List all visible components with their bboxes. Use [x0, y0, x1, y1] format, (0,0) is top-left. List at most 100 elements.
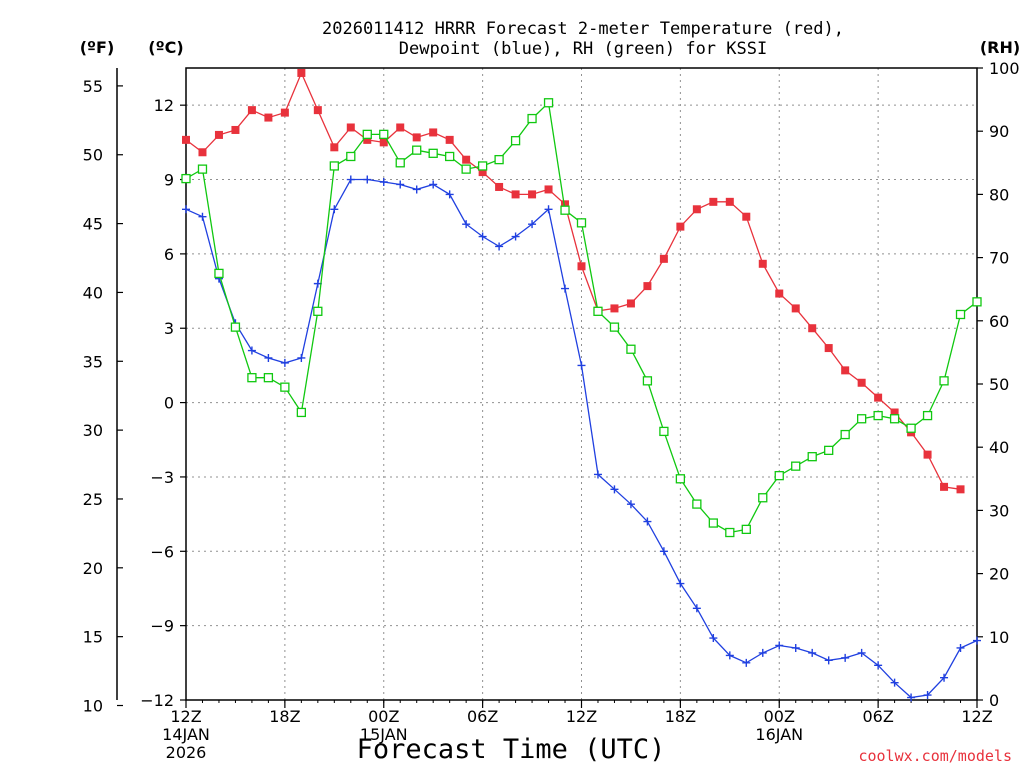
- temperature-point: [824, 344, 833, 353]
- temperature-point: [429, 128, 438, 137]
- rh-point: [379, 129, 389, 140]
- rh-tick-label: 50: [989, 375, 1009, 394]
- dewpoint-point: [841, 653, 850, 662]
- axes: [116, 67, 983, 708]
- dewpoint-point: [478, 232, 487, 241]
- temperature-point: [313, 106, 322, 115]
- rh-point: [725, 527, 735, 538]
- rh-point: [626, 344, 636, 354]
- fahrenheit-tick-label: 40: [83, 283, 103, 302]
- temperature-point: [182, 135, 190, 144]
- celsius-axis-label: (ºC): [148, 38, 183, 57]
- rh-point: [840, 429, 850, 440]
- temperature-point: [808, 324, 817, 333]
- x-tick-date-label: 15JAN: [360, 725, 408, 744]
- rh-point: [659, 426, 669, 437]
- x-axis-title: Forecast Time (UTC): [357, 734, 666, 765]
- dewpoint-point: [643, 517, 652, 526]
- rh-point: [972, 297, 982, 307]
- x-tick-label: 18Z: [665, 707, 696, 726]
- temperature-point: [940, 482, 949, 491]
- chart-title: 2026011412 HRRR Forecast 2-meter Tempera…: [322, 19, 844, 39]
- rh-point: [807, 452, 817, 462]
- dewpoint-line: [185, 178, 978, 699]
- rh-point: [873, 410, 883, 421]
- rh-tick-label: 10: [989, 628, 1009, 647]
- dewpoint-point: [775, 641, 784, 650]
- dewpoint-point: [725, 651, 734, 660]
- rh-point: [593, 306, 603, 316]
- rh-point: [543, 98, 554, 108]
- temperature-point: [198, 148, 207, 157]
- rh-point: [824, 445, 834, 456]
- celsius-tick-label: 9: [164, 171, 174, 190]
- temperature-point: [297, 68, 306, 77]
- dewpoint-point: [182, 205, 190, 214]
- dewpoint-point: [412, 185, 421, 194]
- rh-tick-label: 20: [989, 565, 1009, 584]
- rh-point: [494, 154, 504, 165]
- x-tick-label: 12Z: [566, 707, 597, 726]
- rh-point: [247, 373, 257, 383]
- temperature-point: [495, 182, 504, 191]
- rh-point: [560, 205, 570, 215]
- rh-point: [741, 524, 751, 535]
- rh-point: [197, 164, 208, 174]
- x-tick-year-label: 2026: [166, 743, 207, 762]
- celsius-tick-label: 3: [164, 319, 174, 338]
- temperature-point: [692, 205, 701, 214]
- fahrenheit-tick-label: 35: [83, 352, 103, 371]
- dewpoint-point: [264, 353, 273, 362]
- dewpoint-point: [198, 212, 207, 221]
- rh-point: [642, 376, 653, 386]
- fahrenheit-tick-label: 20: [83, 559, 103, 578]
- dewpoint-point: [758, 648, 767, 657]
- temperature-line: [185, 71, 961, 490]
- temperature-point: [247, 106, 256, 115]
- dewpoint-point: [280, 358, 289, 367]
- x-tick-date-label: 14JAN: [162, 725, 210, 744]
- rh-point: [922, 410, 933, 421]
- credit-text: coolwx.com/models: [858, 747, 1012, 765]
- dewpoint-point: [973, 636, 981, 645]
- rh-point: [939, 376, 949, 386]
- temperature-point: [791, 304, 800, 313]
- rh-tick-label: 70: [989, 249, 1009, 268]
- fahrenheit-tick-label: 25: [83, 490, 103, 509]
- dewpoint-point: [956, 643, 965, 652]
- rh-point: [214, 268, 224, 279]
- temperature-point: [725, 197, 734, 206]
- dewpoint-point: [791, 643, 800, 652]
- fahrenheit-tick-label: 10: [83, 697, 103, 716]
- rh-point: [692, 499, 702, 509]
- celsius-tick-label: −12: [140, 691, 174, 710]
- dewpoint-point: [857, 648, 866, 657]
- x-tick-label: 00Z: [764, 707, 795, 726]
- dewpoint-point: [561, 284, 570, 293]
- dewpoint-point: [297, 353, 306, 362]
- rh-point: [609, 322, 620, 332]
- temperature-point: [544, 185, 553, 194]
- rh-tick-label: 30: [989, 501, 1009, 520]
- temperature-point: [396, 123, 405, 132]
- x-tick-label: 12Z: [961, 707, 992, 726]
- temperature-point: [709, 197, 718, 206]
- rh-point: [856, 414, 867, 424]
- dewpoint-point: [330, 205, 339, 214]
- dewpoint-point: [940, 673, 949, 682]
- x-tick-label: 00Z: [368, 707, 399, 726]
- celsius-tick-label: 12: [154, 96, 174, 115]
- rh-tick-label: 90: [989, 122, 1009, 141]
- dewpoint-point: [577, 361, 586, 370]
- temperature-point: [659, 254, 668, 263]
- temperature-point: [346, 123, 355, 132]
- dewpoint-point: [528, 220, 537, 229]
- dewpoint-point: [824, 656, 833, 665]
- rh-line: [185, 101, 978, 534]
- temperature-point: [280, 108, 289, 117]
- fahrenheit-axis-label: (ºF): [80, 38, 115, 57]
- temperature-point: [330, 143, 339, 152]
- dewpoint-point: [511, 232, 520, 241]
